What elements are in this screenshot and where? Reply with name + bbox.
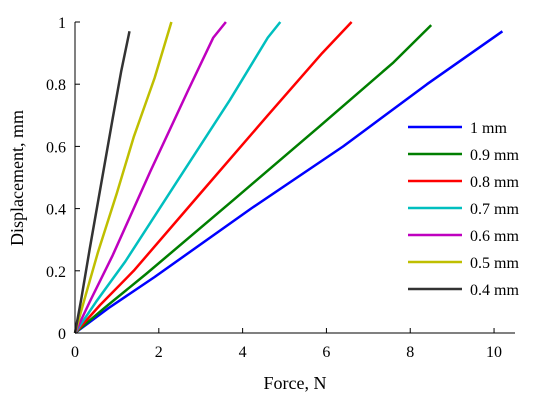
y-tick-label: 0.6 [46, 139, 66, 156]
y-axis-label: Displacement, mm [7, 110, 27, 246]
legend-label: 0.9 mm [470, 147, 519, 164]
x-tick-label: 8 [406, 344, 414, 361]
legend-label: 0.8 mm [470, 174, 519, 191]
series-line [73, 21, 227, 334]
plot-series [73, 21, 504, 335]
x-tick-label: 0 [71, 344, 79, 361]
y-ticks: 0 0.2 0.4 0.6 0.8 1 [46, 15, 80, 343]
y-tick-label: 0.4 [46, 202, 66, 219]
x-axis-label: Force, N [264, 373, 327, 393]
x-tick-label: 2 [155, 344, 163, 361]
series-line [74, 24, 433, 334]
y-tick-label: 0.2 [46, 264, 66, 281]
legend: 1 mm 0.9 mm 0.8 mm 0.7 mm 0.6 mm 0.5 mm 0.4 mm [408, 120, 519, 299]
legend-label: 1 mm [470, 120, 507, 137]
x-tick-label: 10 [486, 344, 502, 361]
legend-label: 0.6 mm [470, 228, 519, 245]
x-ticks: 0 2 4 6 8 10 [71, 328, 502, 361]
series-line [73, 21, 282, 334]
series-line [74, 30, 504, 335]
series-line [73, 31, 131, 334]
legend-label: 0.5 mm [470, 255, 519, 272]
series-line [73, 21, 173, 334]
axes [74, 22, 515, 334]
y-tick-label: 1 [58, 15, 66, 32]
y-tick-label: 0 [58, 326, 66, 343]
y-tick-label: 0.8 [46, 77, 66, 94]
legend-label: 0.4 mm [470, 282, 519, 299]
x-tick-label: 4 [239, 344, 247, 361]
legend-label: 0.7 mm [470, 201, 519, 218]
x-tick-label: 6 [322, 344, 330, 361]
series-line [74, 21, 353, 334]
